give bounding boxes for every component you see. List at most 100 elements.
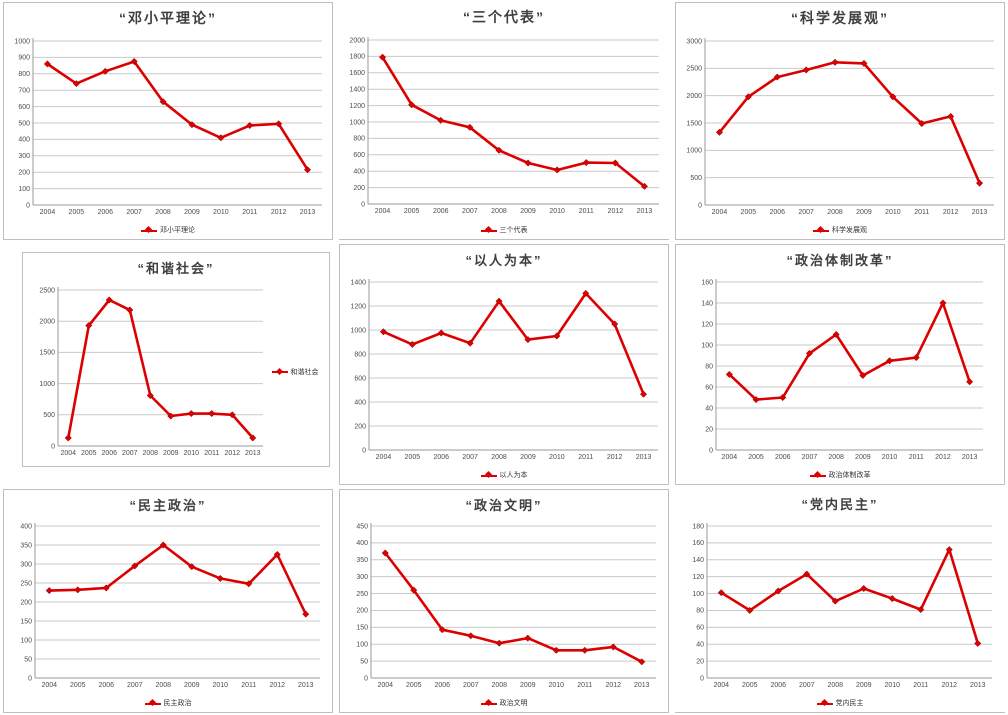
plot-area: 0 200 400 600 800 1000 1200 1400 2004 2005 2006 200…	[340, 269, 668, 470]
svg-text:2012: 2012	[224, 450, 240, 457]
data-point-marker	[159, 97, 167, 105]
chart-title: “民主政治”	[129, 498, 207, 513]
data-point-marker	[125, 305, 133, 314]
svg-text:2005: 2005	[742, 682, 758, 689]
svg-text:40: 40	[696, 641, 704, 648]
data-point-marker	[437, 328, 445, 337]
gridlines	[368, 278, 658, 450]
svg-text:1800: 1800	[349, 54, 365, 61]
svg-text:2008: 2008	[491, 208, 507, 215]
svg-text:2006: 2006	[775, 454, 791, 461]
data-point-marker	[831, 58, 839, 66]
data-point-marker	[918, 119, 926, 127]
legend-line-marker-icon	[141, 225, 157, 234]
data-point-marker	[187, 409, 195, 417]
svg-text:400: 400	[354, 399, 366, 406]
axis-ticks: 0 50 100 150 200 250 300 350 400 2004 2005 2006 2007…	[20, 523, 313, 689]
data-point-marker	[640, 182, 649, 190]
svg-text:60: 60	[696, 624, 704, 631]
svg-text:160: 160	[701, 279, 713, 286]
data-point-marker	[779, 393, 787, 401]
svg-text:200: 200	[356, 608, 368, 615]
series-markers	[43, 57, 312, 173]
data-point-marker	[166, 411, 174, 420]
data-point-marker	[467, 632, 475, 640]
svg-text:1400: 1400	[350, 279, 366, 286]
data-point-marker	[216, 574, 224, 582]
series-line	[49, 543, 307, 615]
svg-text:2006: 2006	[433, 454, 449, 461]
svg-text:2007: 2007	[126, 209, 142, 216]
svg-text:600: 600	[354, 375, 366, 382]
svg-text:2013: 2013	[637, 208, 653, 215]
svg-text:300: 300	[18, 153, 30, 160]
svg-text:50: 50	[24, 656, 32, 663]
series-markers	[725, 298, 974, 403]
svg-text:1000: 1000	[39, 380, 55, 387]
svg-text:2011: 2011	[204, 450, 219, 457]
svg-text:2011: 2011	[914, 209, 929, 216]
svg-text:2012: 2012	[607, 454, 623, 461]
svg-text:80: 80	[705, 363, 713, 370]
svg-text:2004: 2004	[722, 454, 738, 461]
data-point-marker	[146, 391, 154, 399]
axis-ticks: 0 500 1000 1500 2000 2500 2004 2005 2006 2007 2008…	[39, 287, 260, 457]
svg-text:0: 0	[700, 675, 704, 682]
svg-text:2009: 2009	[184, 682, 200, 689]
svg-text:100: 100	[18, 185, 30, 192]
svg-text:350: 350	[356, 557, 368, 564]
axis-ticks: 0 500 1000 1500 2000 2500 3000 2004 2005 2006 2007…	[686, 38, 987, 216]
chart-scientific-outlook: “科学发展观” 0 500 1000 1500 2000 2500 3000 2004 2005…	[675, 2, 1005, 240]
line-plot: 0 100 200 300 400 500 600 700 800 900 1000 2004 2005…	[14, 37, 322, 216]
svg-text:2009: 2009	[856, 209, 872, 216]
data-point-marker	[248, 433, 256, 441]
axis-ticks: 0 20 40 60 80 100 120 140 160 2004 2005 2006 2007 200…	[701, 279, 977, 461]
data-point-marker	[582, 159, 590, 167]
svg-text:2005: 2005	[748, 454, 764, 461]
chart-title: “政治体制改革”	[786, 253, 894, 268]
data-point-marker	[639, 390, 648, 398]
svg-text:300: 300	[356, 574, 368, 581]
svg-text:50: 50	[360, 658, 368, 665]
svg-text:0: 0	[361, 201, 365, 208]
svg-text:2004: 2004	[60, 450, 76, 457]
svg-text:500: 500	[18, 120, 30, 127]
axis-ticks: 0 50 100 150 200 250 300 350 400 450 2004 2005 2006 2…	[356, 523, 649, 689]
svg-text:2013: 2013	[634, 682, 650, 689]
legend: 党内民主	[816, 698, 864, 708]
svg-text:1000: 1000	[350, 327, 366, 334]
svg-text:2006: 2006	[101, 450, 117, 457]
legend-line-marker-icon	[144, 698, 161, 707]
data-point-marker	[84, 321, 92, 329]
svg-text:800: 800	[18, 71, 30, 78]
data-point-marker	[581, 646, 589, 654]
chart-intra-party-democracy: “党内民主” 0 20 40 60 80 100 120 140 160 180 2004 2005 2…	[675, 489, 1005, 713]
svg-text:2013: 2013	[636, 454, 652, 461]
series-line	[384, 552, 643, 663]
data-point-marker	[974, 639, 982, 647]
svg-text:2011: 2011	[913, 682, 928, 689]
data-point-marker	[275, 119, 283, 127]
svg-text:2008: 2008	[491, 454, 507, 461]
svg-text:2004: 2004	[713, 682, 729, 689]
chart-deng-xiaoping-theory: “邓小平理论” 0 100 200 300 400 500 600 700 800 900 1000…	[3, 2, 333, 240]
data-point-marker	[885, 356, 894, 364]
svg-text:2013: 2013	[972, 209, 988, 216]
chart-democratic-politics: “民主政治” 0 50 100 150 200 250 300 350 400 2004 2005 2…	[3, 489, 333, 713]
svg-text:2009: 2009	[162, 450, 178, 457]
data-point-marker	[552, 646, 560, 654]
svg-text:2006: 2006	[770, 682, 786, 689]
data-point-marker	[832, 330, 840, 338]
series-markers	[378, 53, 649, 190]
chart-people-oriented: “以人为本” 0 200 400 600 800 1000 1200 1400 2004 2005…	[339, 244, 669, 485]
svg-text:2011: 2011	[909, 454, 924, 461]
line-plot: 0 200 400 600 800 1000 1200 1400 1600 1800 2000 200…	[349, 37, 659, 215]
legend-label: 民主政治	[163, 700, 192, 707]
legend-line-marker-icon	[480, 698, 497, 707]
data-point-marker	[889, 92, 897, 100]
svg-text:2006: 2006	[434, 682, 450, 689]
svg-text:1000: 1000	[686, 147, 702, 154]
svg-text:400: 400	[20, 523, 32, 530]
svg-text:200: 200	[20, 599, 32, 606]
